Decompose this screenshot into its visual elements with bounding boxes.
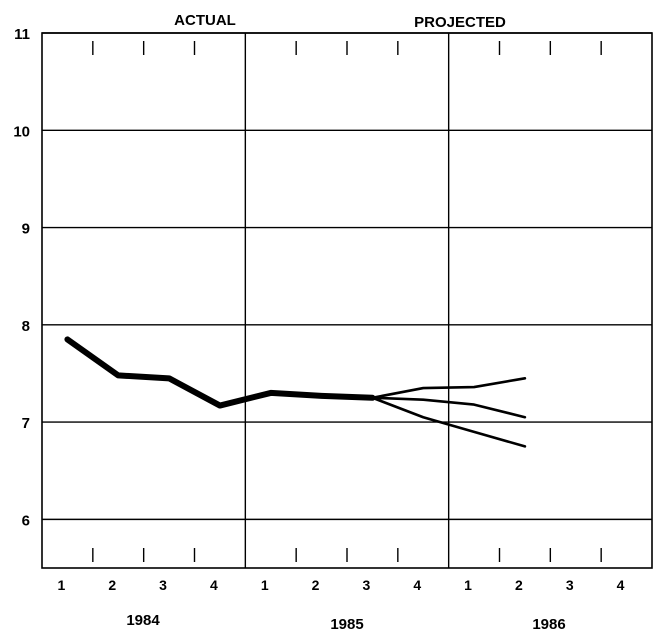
quarter-label: 1 bbox=[261, 577, 269, 593]
quarter-label: 2 bbox=[312, 577, 320, 593]
series-line-actual bbox=[64, 336, 376, 409]
quarter-label: 3 bbox=[159, 577, 167, 593]
quarter-label: 3 bbox=[566, 577, 574, 593]
y-tick-label: 10 bbox=[13, 123, 30, 140]
year-label-1986: 1986 bbox=[532, 616, 565, 632]
plot-frame bbox=[41, 32, 653, 569]
quarter-label: 3 bbox=[363, 577, 371, 593]
series-line-projected bbox=[371, 377, 527, 400]
quarter-ticks bbox=[92, 41, 602, 562]
y-tick-label: 9 bbox=[22, 221, 30, 238]
year-label-1984: 1984 bbox=[126, 612, 160, 629]
section-label-actual: ACTUAL bbox=[174, 12, 236, 29]
section-label-projected: PROJECTED bbox=[414, 14, 506, 31]
quarter-label: 4 bbox=[413, 577, 421, 593]
year-label-1985: 1985 bbox=[330, 616, 363, 632]
quarter-label: 1 bbox=[58, 577, 66, 593]
y-tick-label: 8 bbox=[22, 318, 30, 335]
series-line-projected bbox=[371, 396, 527, 419]
quarter-label: 4 bbox=[210, 577, 218, 593]
y-tick-label: 11 bbox=[14, 26, 30, 43]
y-tick-label: 7 bbox=[22, 415, 30, 432]
quarter-label: 4 bbox=[617, 577, 625, 593]
y-tick-label: 6 bbox=[22, 512, 30, 529]
series-line-projected bbox=[371, 396, 527, 448]
quarter-label: 2 bbox=[108, 577, 116, 593]
chart-series bbox=[64, 336, 527, 448]
quarter-label: 2 bbox=[515, 577, 523, 593]
quarter-label: 1 bbox=[464, 577, 472, 593]
chart-grid bbox=[41, 32, 653, 569]
